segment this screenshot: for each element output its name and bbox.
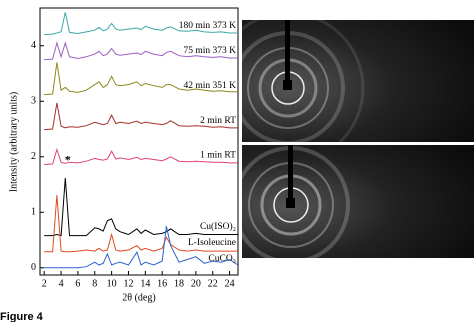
plot-frame [39,7,239,276]
series-label: CuCO₃ [208,254,236,264]
series-line [44,177,238,237]
x-tick-label: 2 [42,278,47,289]
series-label: 180 min 373 K [179,21,236,31]
annotation: * [65,152,71,166]
series-line [44,195,238,253]
y-axis-label: Intensity (arbitrary units) [8,92,19,193]
series-label: 75 min 373 K [183,46,236,56]
diffraction-image-bottom [232,145,474,264]
x-tick-label: 8 [92,278,97,289]
x-tick-label: 12 [123,278,133,289]
x-tick-label: 6 [75,278,80,289]
x-tick-label: 20 [191,278,201,289]
x-tick-label: 22 [208,278,218,289]
caption: Figure 4 [0,311,44,322]
y-tick-label: 2 [31,151,36,162]
series-line [44,147,238,165]
y-tick-label: 0 [31,262,36,273]
series-line [44,226,239,269]
x-tick-label: 16 [157,278,167,289]
x-tick-label: 18 [174,278,184,289]
series-label: Cu(ISO)₂ [200,221,236,232]
series-label: 1 min RT [200,151,236,161]
diffraction-image-top [211,11,474,165]
y-tick-label: 4 [31,40,36,51]
y-tick-label: 1 [31,207,36,218]
series-label: L-Isoleucine [188,238,236,248]
series-line [44,102,238,131]
y-tick-label: 3 [31,96,36,107]
x-tick-label: 4 [59,278,64,289]
series-label: 2 min RT [200,116,236,126]
series-line [44,12,238,36]
x-tick-label: 10 [107,278,117,289]
series-label: 42 min 351 K [183,81,236,91]
series-line [44,41,238,61]
series-line [44,62,238,96]
x-tick-label: 14 [140,278,150,289]
x-tick-label: 24 [225,278,235,289]
x-axis-label: 2θ (deg) [122,292,155,303]
